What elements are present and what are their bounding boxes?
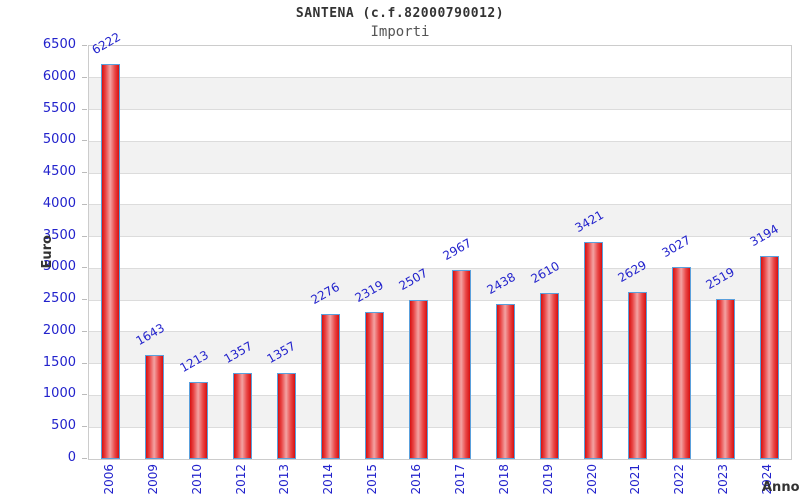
x-tick-label: 2014 <box>321 464 336 495</box>
x-tick-label: 2009 <box>145 464 160 495</box>
bar-2006 <box>101 63 121 459</box>
bar-2018 <box>496 304 516 459</box>
gridline <box>89 363 791 365</box>
y-tick-label: 1000 <box>42 386 76 402</box>
gridline <box>89 140 791 142</box>
background-band <box>89 204 791 237</box>
y-tick-mark <box>82 394 87 396</box>
y-tick-label: 2000 <box>42 322 76 338</box>
x-tick-label: 2010 <box>189 464 204 495</box>
y-tick-mark <box>82 330 87 332</box>
y-tick-label: 6000 <box>42 68 76 84</box>
gridline <box>89 77 791 79</box>
bar-2013 <box>276 372 296 459</box>
bar-2016 <box>408 299 428 459</box>
gridline <box>89 426 791 428</box>
y-tick-label: 2500 <box>42 291 76 307</box>
x-tick-label: 2017 <box>452 464 467 495</box>
y-tick-label: 5500 <box>42 100 76 116</box>
gridline <box>89 204 791 206</box>
background-band <box>89 141 791 174</box>
y-tick-label: 5000 <box>42 132 76 148</box>
x-tick-label: 2022 <box>672 464 687 495</box>
bar-2024 <box>759 256 779 459</box>
y-tick-mark <box>82 108 87 110</box>
y-tick-mark <box>82 140 87 142</box>
y-tick-label: 1500 <box>42 354 76 370</box>
gridline <box>89 267 791 269</box>
y-tick-mark <box>82 267 87 269</box>
y-tick-mark <box>82 235 87 237</box>
background-band <box>89 173 791 205</box>
bar-2019 <box>540 293 560 459</box>
x-tick-label: 2020 <box>584 464 599 495</box>
y-tick-mark <box>82 426 87 428</box>
y-tick-mark <box>82 172 87 174</box>
y-tick-mark <box>82 45 87 46</box>
background-band <box>89 77 791 110</box>
x-tick-label: 2016 <box>409 464 424 495</box>
y-tick-label: 3000 <box>42 259 76 275</box>
gridline <box>89 299 791 301</box>
y-tick-mark <box>82 458 87 459</box>
x-tick-label: 2006 <box>101 464 116 495</box>
y-axis-title: Euro <box>40 234 55 268</box>
y-tick-mark <box>82 76 87 78</box>
background-band <box>89 109 791 142</box>
y-tick-label: 3500 <box>42 227 76 243</box>
bar-2012 <box>233 372 253 459</box>
plot-area <box>88 45 792 460</box>
gridline <box>89 109 791 111</box>
gridline <box>89 172 791 174</box>
x-tick-label: 2013 <box>277 464 292 495</box>
x-tick-label: 2019 <box>540 464 555 495</box>
bar-2015 <box>364 311 384 459</box>
bar-2010 <box>189 381 209 459</box>
x-tick-label: 2012 <box>233 464 248 495</box>
bar-2009 <box>145 354 165 459</box>
bar-2017 <box>452 270 472 459</box>
y-tick-label: 4500 <box>42 164 76 180</box>
gridline <box>89 236 791 238</box>
gridline <box>89 394 791 396</box>
bar-2021 <box>627 291 647 459</box>
bar-2022 <box>671 266 691 459</box>
x-tick-label: 2015 <box>365 464 380 495</box>
y-tick-label: 500 <box>51 418 76 434</box>
background-band <box>89 236 791 269</box>
bar-2020 <box>584 241 604 459</box>
gridline <box>89 331 791 333</box>
chart-title: SANTENA (c.f.82000790012) <box>295 6 505 21</box>
x-tick-label: 2023 <box>716 464 731 495</box>
chart-subtitle: Importi <box>370 24 430 40</box>
y-tick-label: 4000 <box>42 195 76 211</box>
x-tick-label: 2018 <box>496 464 511 495</box>
y-tick-label: 6500 <box>42 37 76 52</box>
background-band <box>89 46 791 78</box>
y-tick-mark <box>82 299 87 301</box>
y-tick-label: 0 <box>67 450 76 465</box>
y-tick-mark <box>82 362 87 364</box>
y-tick-mark <box>82 203 87 205</box>
bar-2023 <box>715 298 735 459</box>
bar-2014 <box>320 314 340 459</box>
x-tick-label: 2021 <box>628 464 643 495</box>
x-axis-title: Anno <box>762 480 800 495</box>
